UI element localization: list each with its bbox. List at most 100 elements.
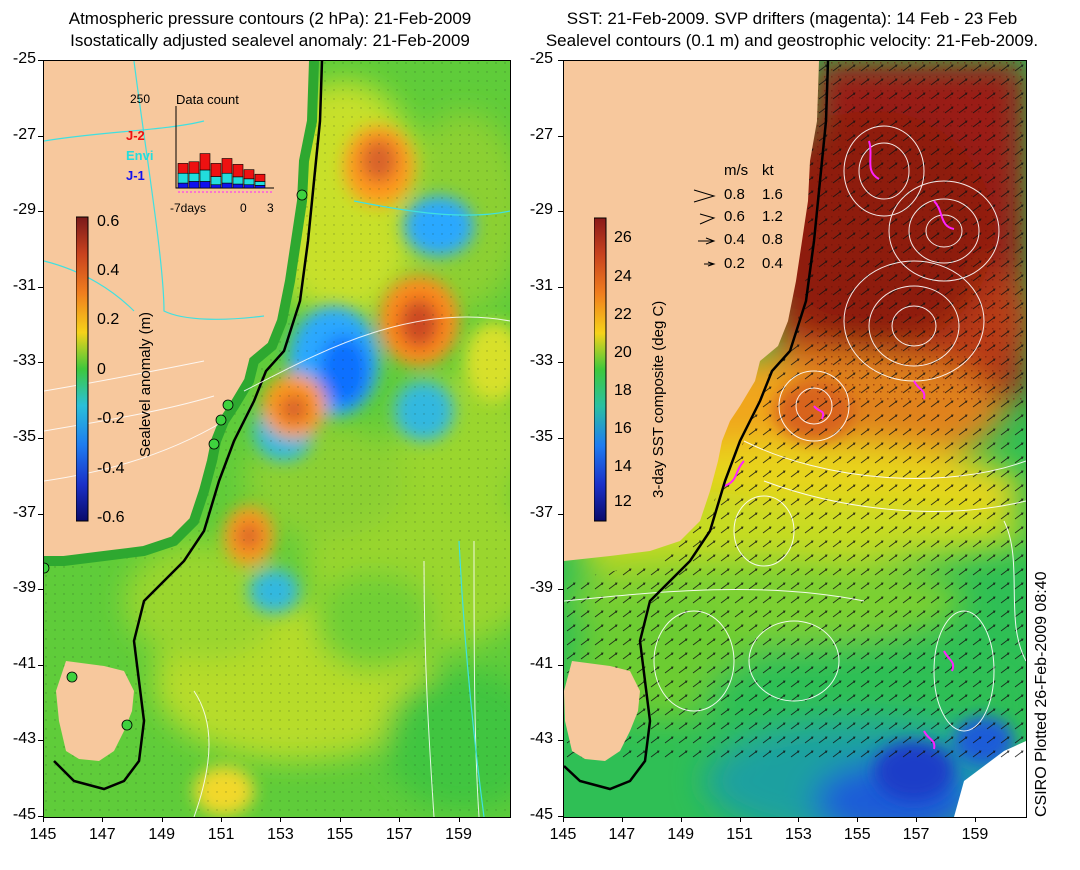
longitude-tick-label: 149 <box>667 826 695 843</box>
sst-tick: 14 <box>614 458 632 475</box>
longitude-tick-mark <box>458 817 460 822</box>
latitude-tick-label: -43 <box>529 730 553 748</box>
latitude-tick-mark <box>558 135 563 137</box>
velocity-legend-row-kt: 0.8 <box>762 231 783 248</box>
sst-tick: 24 <box>614 268 632 285</box>
latitude-tick-label: -29 <box>12 201 36 219</box>
velocity-legend: m/s kt 0.8 1.6 0.6 1.2 0.4 0.8 0.2 0.4 <box>690 160 800 275</box>
longitude-tick-mark <box>974 817 976 822</box>
latitude-tick-mark <box>38 816 43 817</box>
sl-tick: 0.6 <box>97 213 120 230</box>
right-title-line2: Sealevel contours (0.1 m) and geostrophi… <box>545 31 1039 50</box>
inset-xtick-zero: 0 <box>240 201 247 215</box>
velocity-legend-row-ms: 0.8 <box>724 186 745 203</box>
inset-legend-j1: J-1 <box>126 168 145 183</box>
latitude-tick-label: -25 <box>12 50 36 67</box>
isobath-line <box>564 61 830 791</box>
longitude-tick-mark <box>102 817 104 822</box>
sst-colorbar-label: 3-day SST composite (deg C) <box>650 300 667 498</box>
left-title: Atmospheric pressure contours (2 hPa): 2… <box>30 8 510 52</box>
longitude-tick-mark <box>916 817 918 822</box>
inset-bar-segment <box>199 169 211 182</box>
inset-ymax: 250 <box>130 92 151 106</box>
longitude-tick-mark <box>161 817 163 822</box>
longitude-tick-mark <box>563 817 564 822</box>
latitude-tick-label: -29 <box>529 201 553 219</box>
sl-tick: 0.2 <box>97 311 120 328</box>
inset-bar-segment <box>232 183 244 189</box>
latitude-tick-label: -33 <box>529 352 553 370</box>
inset-bar-segment <box>188 161 200 174</box>
inset-legend-j2: J-2 <box>126 128 145 143</box>
velocity-legend-kt-header: kt <box>762 162 774 179</box>
inset-bar-segment <box>221 158 233 174</box>
right-title: SST: 21-Feb-2009. SVP drifters (magenta)… <box>512 8 1072 52</box>
sealevel-anomaly-field <box>44 61 510 817</box>
longitude-tick-label: 157 <box>385 826 413 843</box>
longitude-tick-label: 151 <box>726 826 753 843</box>
data-count-inset: 250 Data count J-2 Envi J-1 -7days 0 3 <box>120 88 290 218</box>
sst-tick: 22 <box>614 306 632 323</box>
longitude-tick-label: 147 <box>89 826 116 843</box>
inset-bar-segment <box>232 176 244 185</box>
longitude-tick-mark <box>857 817 859 822</box>
inset-bar-segment <box>188 172 200 182</box>
isobath-line <box>53 61 324 791</box>
inset-bar-segment <box>177 182 189 189</box>
longitude-tick-label: 145 <box>549 826 577 843</box>
sst-tick: 12 <box>614 493 632 510</box>
inset-bar-segment <box>199 181 211 189</box>
longitude-tick-label: 145 <box>29 826 57 843</box>
inset-bar-segment <box>177 163 189 174</box>
latitude-tick-mark <box>38 362 43 364</box>
longitude-tick-mark <box>221 817 223 822</box>
left-map <box>43 60 511 818</box>
data-count-chart <box>175 106 274 193</box>
sl-tick: -0.2 <box>97 410 125 427</box>
longitude-tick-label: 155 <box>326 826 354 843</box>
latitude-tick-mark <box>558 513 563 515</box>
latitude-tick-label: -31 <box>529 276 553 294</box>
longitude-tick-mark <box>339 817 341 822</box>
inset-bar-segment <box>243 184 255 189</box>
right-title-line1: SST: 21-Feb-2009. SVP drifters (magenta)… <box>566 9 1018 28</box>
latitude-tick-label: -37 <box>12 503 36 521</box>
sl-tick: 0.4 <box>97 262 120 279</box>
latitude-tick-label: -37 <box>529 503 553 521</box>
tasmania-land <box>564 661 640 761</box>
left-title-line2: Isostatically adjusted sealevel anomaly:… <box>70 31 470 50</box>
inset-bar-segment <box>188 181 200 189</box>
latitude-tick-label: -27 <box>12 125 36 143</box>
velocity-legend-row-kt: 1.2 <box>762 208 783 225</box>
latitude-tick-mark <box>558 664 563 666</box>
inset-bar-segment <box>210 176 222 186</box>
latitude-tick-mark <box>38 513 43 515</box>
longitude-tick-label: 153 <box>785 826 812 843</box>
inset-xtick-start: -7days <box>170 201 207 215</box>
latitude-tick-mark <box>558 60 563 61</box>
longitude-tick-label: 151 <box>207 826 235 843</box>
latitude-tick-mark <box>558 438 563 439</box>
velocity-legend-row-ms: 0.4 <box>724 231 745 248</box>
inset-bar-segment <box>210 163 222 177</box>
latitude-tick-label: -45 <box>529 806 553 823</box>
latitude-tick-mark <box>38 664 43 666</box>
longitude-tick-mark <box>43 817 44 822</box>
latitude-tick-mark <box>38 211 43 213</box>
inset-bar-segment <box>177 172 189 184</box>
latitude-tick-label: -41 <box>12 654 36 672</box>
velocity-legend-arrows <box>693 189 716 267</box>
latitude-tick-mark <box>558 740 563 742</box>
longitude-tick-mark <box>798 817 800 822</box>
latitude-tick-mark <box>558 362 563 364</box>
sst-tick: 18 <box>614 382 632 399</box>
inset-bar-segment <box>243 178 255 186</box>
latitude-tick-mark <box>558 816 563 817</box>
latitude-tick-mark <box>558 589 563 591</box>
latitude-tick-label: -41 <box>529 654 553 672</box>
latitude-tick-mark <box>38 740 43 742</box>
latitude-tick-label: -35 <box>529 428 553 445</box>
longitude-tick-label: 159 <box>445 826 472 843</box>
longitude-tick-mark <box>739 817 741 822</box>
sl-tick: -0.4 <box>97 460 125 477</box>
